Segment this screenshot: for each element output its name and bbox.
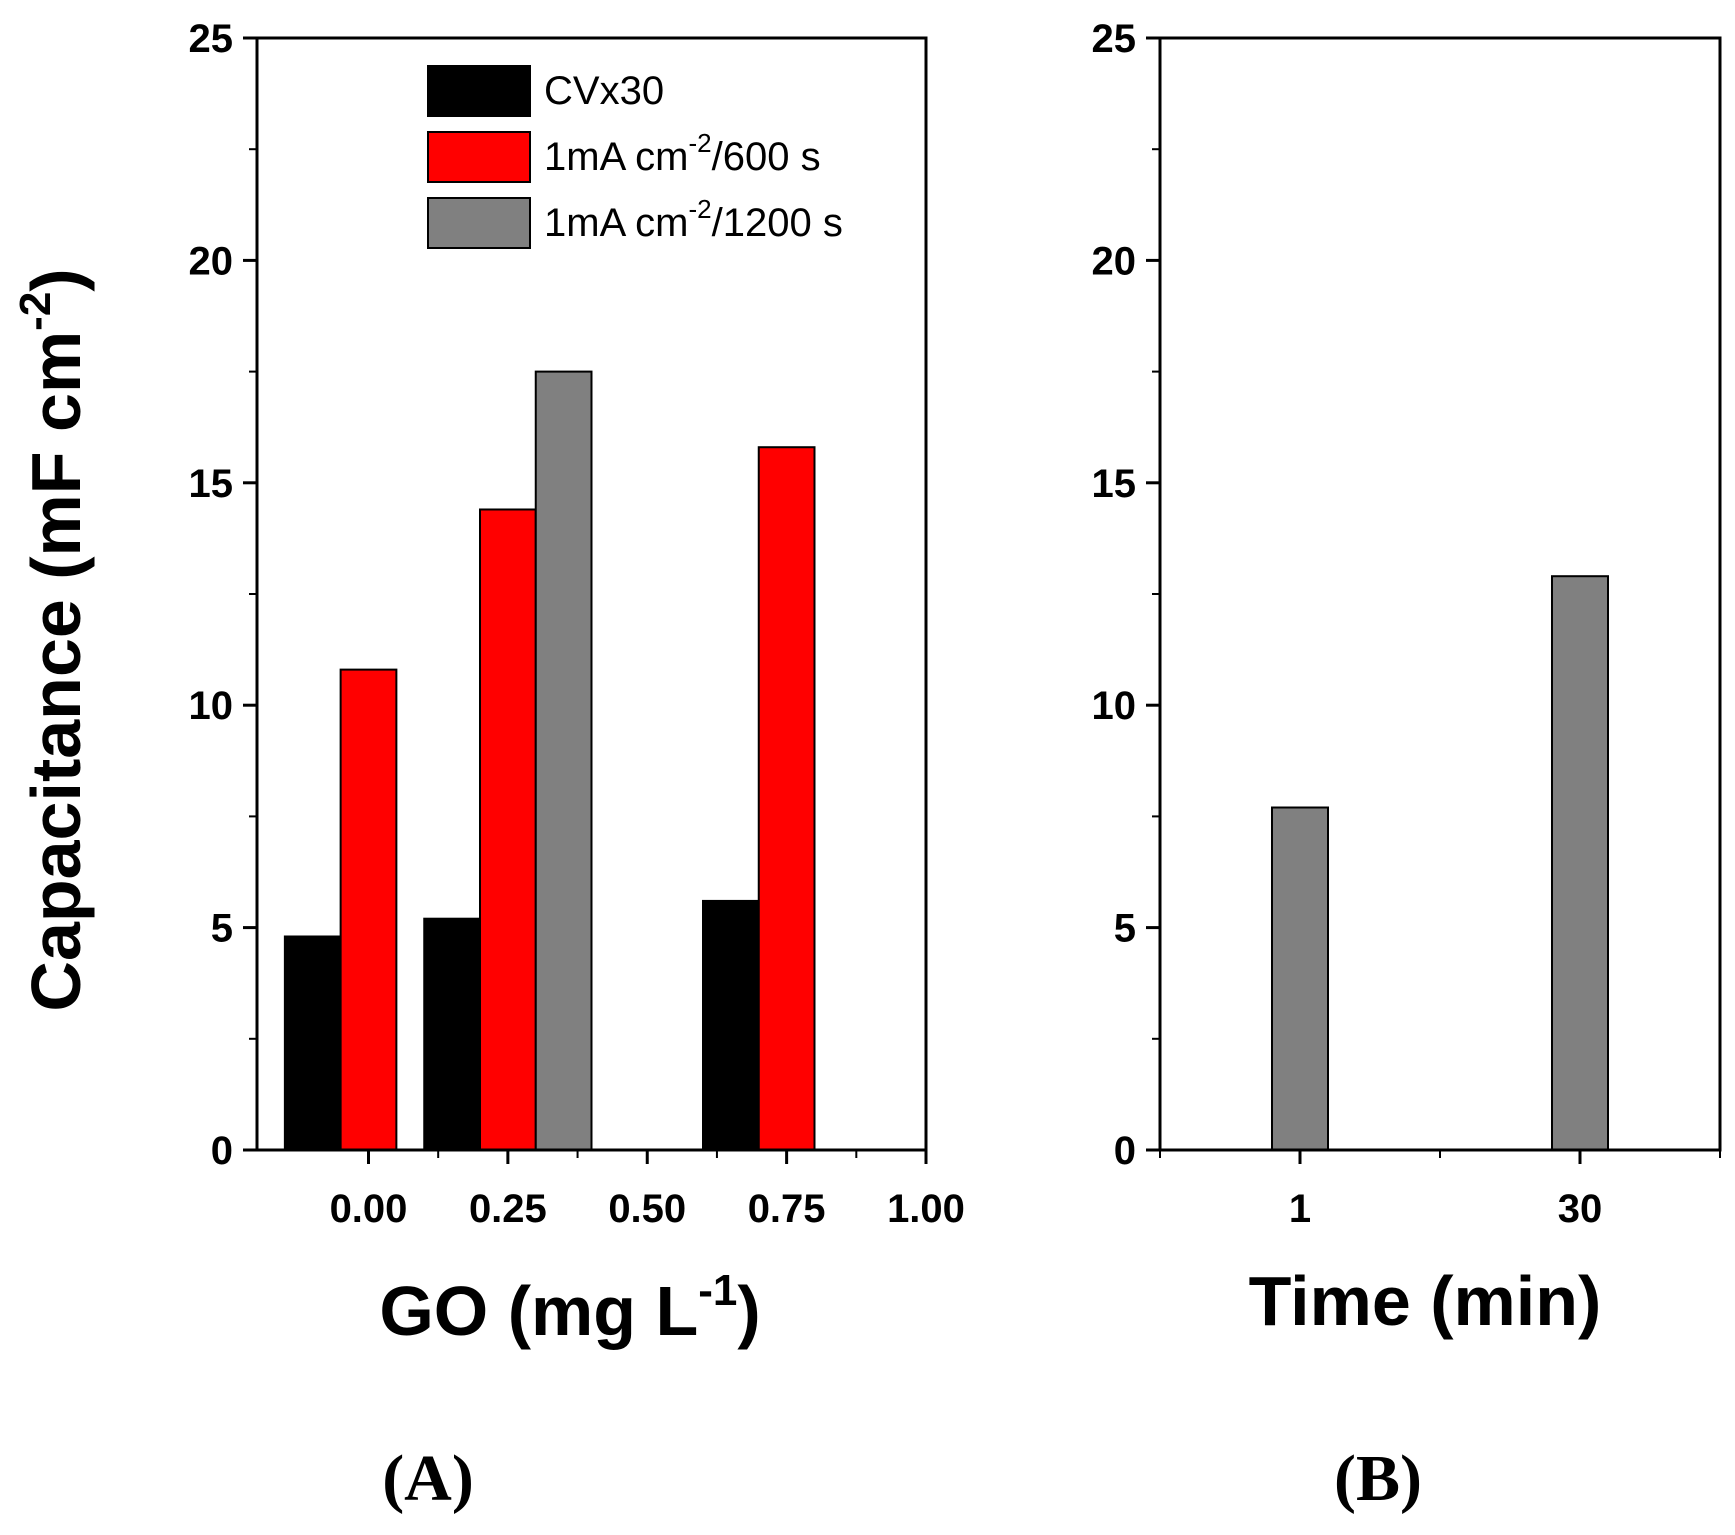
panel-a-bar: [757, 446, 816, 1151]
panel-a-y-tick-label: 20: [189, 239, 234, 283]
panel-a-bar: [339, 668, 398, 1152]
panel-a-x-tick-label: 0.75: [748, 1187, 826, 1231]
panel-a-bar: [534, 370, 593, 1152]
panel-a-y-tick-label: 5: [211, 907, 233, 951]
panel-a-bar: [479, 508, 537, 1152]
legend-label-cvx30: CVx30: [544, 69, 664, 113]
legend-label-600s: 1mA cm-2/600 s: [544, 128, 821, 179]
panel-a-y-tick-label: 15: [189, 462, 234, 506]
panel-b-chart: 0 5 10 15 20 25 1 30 Time (min) (B): [1092, 17, 1722, 1515]
panel-a-y-tick-label: 0: [211, 1129, 233, 1173]
panel-a-bar: [423, 917, 481, 1151]
panel-b-bar: [1551, 575, 1609, 1151]
panel-b-x-tick-label: 1: [1289, 1187, 1311, 1231]
panel-a-x-axis-label: GO (mg L-1): [379, 1266, 760, 1350]
panel-a-bars: [283, 370, 816, 1152]
panel-a-y-axis-label: Capacitance (mF cm-2): [11, 268, 95, 1011]
panel-b-y-tick-label: 20: [1092, 239, 1137, 283]
panel-a-x-tick-label: 0.00: [330, 1187, 408, 1231]
panel-b-y-tick-label: 0: [1114, 1129, 1136, 1173]
panel-b-plot-frame: [1158, 36, 1722, 1152]
panel-b-y-tick-label: 10: [1092, 684, 1137, 728]
panel-a-x-tick-label: 1.00: [887, 1187, 965, 1231]
panel-a-legend: CVx30 1mA cm-2/600 s 1mA cm-2/1200 s: [427, 65, 843, 249]
panel-b-x-axis-label: Time (min): [1249, 1262, 1602, 1340]
panel-b-bar: [1271, 806, 1329, 1152]
panel-b-bars: [1271, 575, 1609, 1152]
legend-swatch-600s: [427, 131, 531, 183]
panel-b-y-tick-label: 25: [1092, 17, 1137, 61]
legend-swatch-cvx30: [427, 65, 531, 117]
panel-b-y-tick-label: 5: [1114, 907, 1136, 951]
legend-swatch-1200s: [427, 197, 531, 249]
panel-a-y-tick-label: 25: [189, 17, 234, 61]
panel-a-bar: [702, 899, 760, 1151]
panel-a-chart: 0 5 10 15 20 25 0.00 0.25 0.50 0.75 1.00 CVx30 1mA…: [11, 17, 965, 1515]
legend-label-1200s: 1mA cm-2/1200 s: [544, 194, 843, 245]
panel-a-x-tick-label: 0.50: [608, 1187, 686, 1231]
panel-a-ticks: 0 5 10 15 20 25 0.00 0.25 0.50 0.75 1.00: [189, 17, 965, 1231]
panel-a-bar: [283, 935, 342, 1151]
panel-a-y-tick-label: 10: [189, 684, 234, 728]
panel-a-plot-frame: [255, 36, 928, 1152]
panel-a-x-tick-label: 0.25: [469, 1187, 547, 1231]
panel-b-ticks: 0 5 10 15 20 25 1 30: [1092, 17, 1721, 1231]
panel-a-label: (A): [382, 1442, 474, 1515]
panel-b-label: (B): [1334, 1442, 1422, 1515]
panel-b-x-tick-label: 30: [1558, 1187, 1603, 1231]
panel-b-y-tick-label: 15: [1092, 462, 1137, 506]
